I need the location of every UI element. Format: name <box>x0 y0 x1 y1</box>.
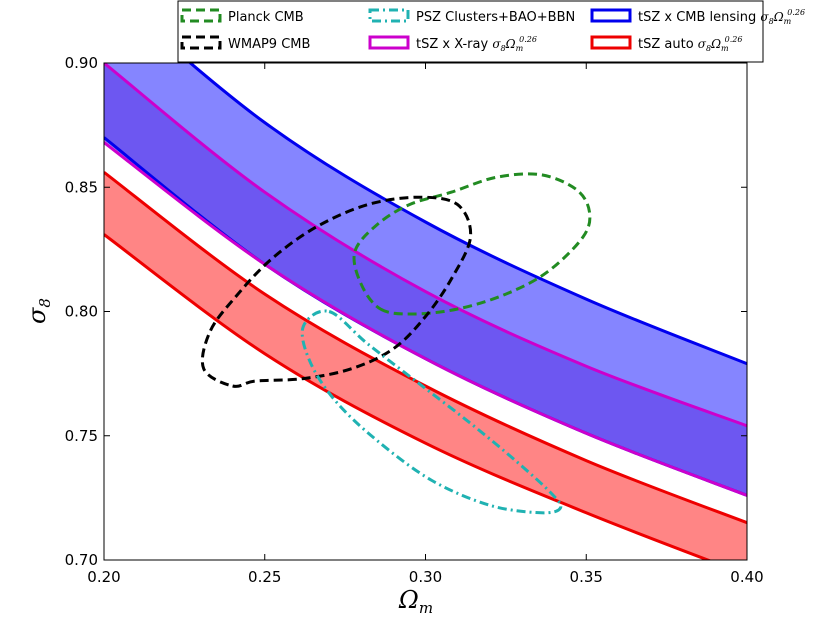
y-tick-label: 0.80 <box>65 303 98 321</box>
legend-label: PSZ Clusters+BAO+BBN <box>416 10 575 25</box>
y-tick-label: 0.85 <box>65 178 98 196</box>
y-axis-label-main: σ <box>23 307 51 324</box>
legend-label: WMAP9 CMB <box>228 37 310 52</box>
band-lower-edge-tsz-x-x-ray <box>104 141 747 497</box>
contour-wmap9-cmb <box>200 195 473 388</box>
band-upper-edge-tsz-auto <box>104 171 747 525</box>
x-tick-label: 0.25 <box>248 568 281 586</box>
legend-box <box>177 0 764 63</box>
x-axis-label: Ωm <box>398 586 433 617</box>
legend-swatch <box>590 8 632 23</box>
legend-label: tSZ auto σ8Ωm0.26 <box>638 35 742 53</box>
legend-entry-planck-cmb: Planck CMB <box>180 8 304 25</box>
band-fill-tsz-x-x-ray <box>104 63 747 496</box>
band-edges-tsz-auto <box>104 171 747 560</box>
legend-entry-tsz-x-x-ray: tSZ x X-ray σ8Ωm0.26 <box>368 35 537 53</box>
x-axis-label-main: Ω <box>398 586 419 614</box>
x-tick-label: 0.35 <box>570 568 603 586</box>
band-tsz-auto <box>104 172 747 560</box>
x-axis-label-sub: m <box>419 599 433 617</box>
y-axis-label: σ8 <box>23 298 54 324</box>
legend-swatch <box>180 35 222 50</box>
legend-label: tSZ x CMB lensing σ8Ωm0.26 <box>638 8 805 26</box>
band-upper-edge-tsz-x-cmb-lensing <box>188 63 747 366</box>
legend-entry-tsz-x-cmb-lensing: tSZ x CMB lensing σ8Ωm0.26 <box>590 8 805 26</box>
legend-entry-psz-clusters-bao-bbn: PSZ Clusters+BAO+BBN <box>368 8 575 25</box>
x-tick-label: 0.20 <box>87 568 120 586</box>
x-tick-label: 0.40 <box>730 568 763 586</box>
contour-psz-clusters-bao-bbn <box>300 309 563 515</box>
legend-swatch <box>180 8 222 23</box>
band-lower-edge-tsz-auto <box>104 233 712 560</box>
band-edges-tsz-x-x-ray <box>104 63 747 497</box>
legend-swatch <box>590 35 632 50</box>
y-tick-label: 0.90 <box>65 54 98 72</box>
legend-swatch <box>368 35 410 50</box>
band-upper-edge-tsz-x-x-ray <box>104 63 747 428</box>
legend-entry-wmap9-cmb: WMAP9 CMB <box>180 35 310 52</box>
legend-label: Planck CMB <box>228 10 304 25</box>
x-tick-label: 0.30 <box>409 568 442 586</box>
y-tick-label: 0.75 <box>65 427 98 445</box>
legend-label: tSZ x X-ray σ8Ωm0.26 <box>416 35 537 53</box>
legend-entry-tsz-auto: tSZ auto σ8Ωm0.26 <box>590 35 742 53</box>
contour-planck-cmb <box>352 172 592 316</box>
y-tick-label: 0.70 <box>65 551 98 569</box>
y-axis-label-sub: 8 <box>36 298 54 308</box>
band-tsz-x-x-ray <box>104 63 747 496</box>
legend-swatch <box>368 8 410 23</box>
band-fill-tsz-auto <box>104 172 747 560</box>
